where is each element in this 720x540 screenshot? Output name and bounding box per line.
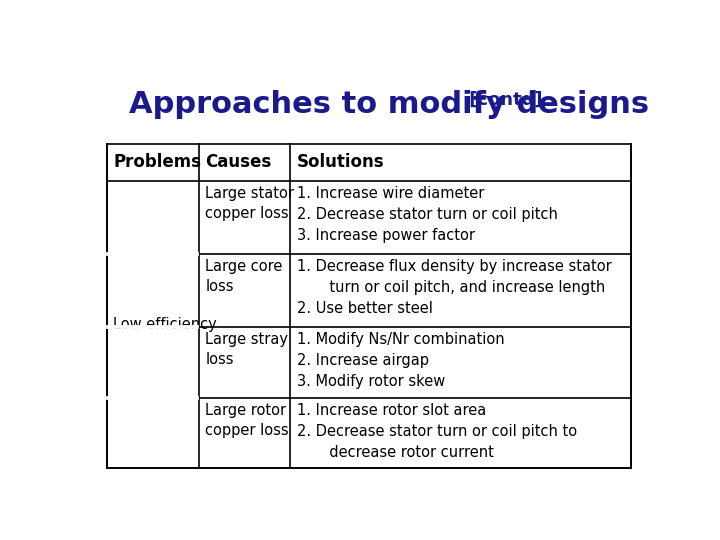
Text: 1. Modify Ns/Nr combination
2. Increase airgap
3. Modify rotor skew: 1. Modify Ns/Nr combination 2. Increase …: [297, 332, 505, 389]
Text: Low efficiency: Low efficiency: [114, 317, 217, 332]
Text: Large stator
copper loss: Large stator copper loss: [205, 186, 294, 221]
Text: Large rotor
copper loss: Large rotor copper loss: [205, 403, 289, 438]
Text: Causes: Causes: [205, 153, 271, 172]
Text: Large stray
loss: Large stray loss: [205, 332, 288, 367]
Text: Solutions: Solutions: [297, 153, 384, 172]
Text: Problems: Problems: [114, 153, 202, 172]
Text: 1. Increase rotor slot area
2. Decrease stator turn or coil pitch to
       decr: 1. Increase rotor slot area 2. Decrease …: [297, 403, 577, 461]
Text: 1. Increase wire diameter
2. Decrease stator turn or coil pitch
3. Increase powe: 1. Increase wire diameter 2. Decrease st…: [297, 186, 558, 243]
Text: Approaches to modify designs: Approaches to modify designs: [129, 90, 649, 119]
Text: [contd]: [contd]: [463, 91, 542, 109]
Text: 1. Decrease flux density by increase stator
       turn or coil pitch, and incre: 1. Decrease flux density by increase sta…: [297, 259, 612, 316]
Text: Large core
loss: Large core loss: [205, 259, 283, 294]
